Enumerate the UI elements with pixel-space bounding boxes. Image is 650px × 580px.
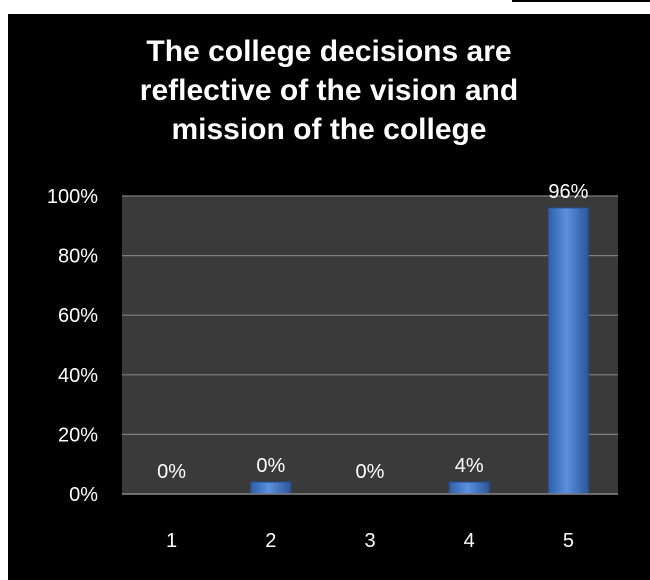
bar xyxy=(448,481,490,495)
y-tick-label: 40% xyxy=(58,365,98,387)
data-label: 96% xyxy=(548,181,588,203)
data-label: 0% xyxy=(356,461,385,483)
x-tick-label: 1 xyxy=(166,530,177,552)
chart-title-line-1: The college decisions are xyxy=(146,35,512,68)
border-line xyxy=(512,0,650,2)
chart-title: The college decisions are reflective of … xyxy=(8,32,650,149)
y-tick-label: 80% xyxy=(58,246,98,268)
data-label: 0% xyxy=(256,455,285,477)
bar xyxy=(250,481,292,495)
chart-title-line-2: reflective of the vision and xyxy=(139,74,519,107)
bar xyxy=(547,207,589,495)
y-tick-label: 60% xyxy=(58,305,98,327)
x-tick-label: 3 xyxy=(364,530,375,552)
data-label: 4% xyxy=(455,455,484,477)
x-tick-label: 4 xyxy=(464,530,475,552)
y-tick-label: 0% xyxy=(69,484,98,506)
chart-title-line-3: mission of the college xyxy=(171,113,487,146)
y-tick-label: 100% xyxy=(47,186,98,208)
y-tick-label: 20% xyxy=(58,424,98,446)
plot-area xyxy=(122,196,618,494)
x-tick-label: 5 xyxy=(563,530,574,552)
x-tick-label: 2 xyxy=(265,530,276,552)
data-label: 0% xyxy=(157,461,186,483)
